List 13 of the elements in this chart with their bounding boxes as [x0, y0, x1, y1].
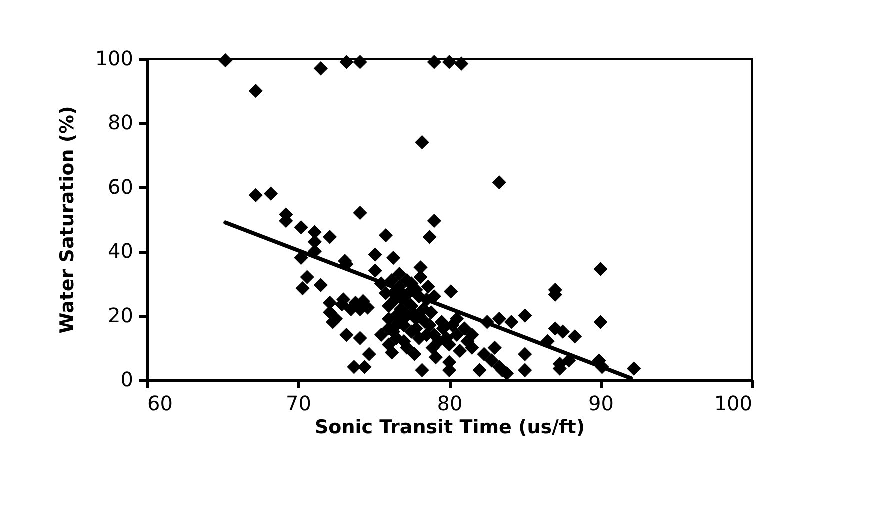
y-tick-label: 40 [108, 239, 134, 264]
x-tick-label: 60 [148, 392, 173, 416]
y-tick-label: 0 [120, 368, 134, 392]
y-tick-label: 60 [108, 174, 134, 199]
x-axis-title: Sonic Transit Time (us/ft) [314, 416, 586, 438]
x-tick-label: 70 [286, 392, 312, 416]
y-tick-label: 20 [108, 303, 134, 328]
x-tick-label: 90 [588, 392, 614, 416]
x-tick-label: 80 [437, 392, 463, 416]
y-axis-title: Water Saturation (%) [56, 106, 78, 334]
y-tick-label: 100 [95, 46, 134, 70]
y-tick-label: 80 [108, 110, 134, 135]
x-tick-label: 100 [714, 392, 752, 416]
